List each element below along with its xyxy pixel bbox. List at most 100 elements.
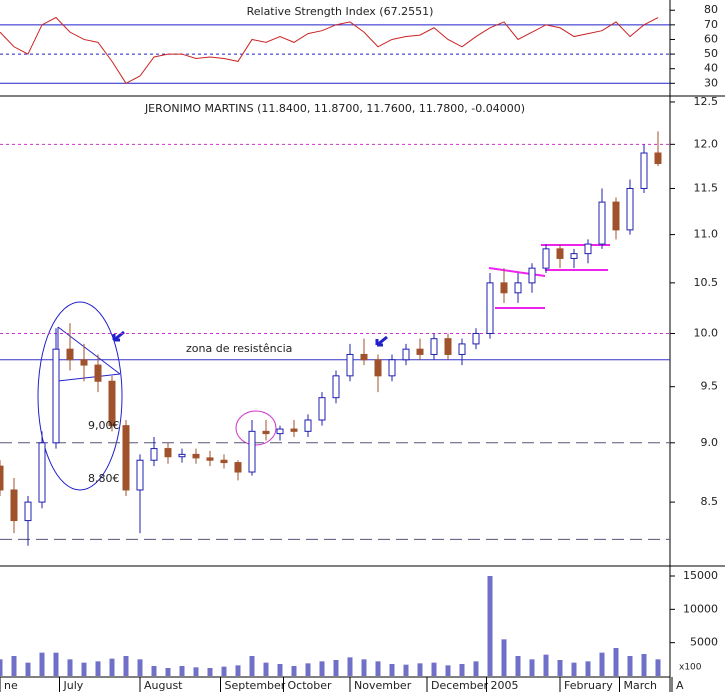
- volume-bar: [0, 659, 3, 676]
- x-tick-label: September: [225, 679, 286, 692]
- candle-body: [220, 459, 228, 464]
- chart-title: Relative Strength Index (67.2551): [247, 5, 434, 18]
- volume-bar: [249, 656, 255, 676]
- volume-bar: [613, 648, 619, 676]
- volume-bar: [137, 659, 143, 676]
- annotation: 8,80€: [88, 472, 120, 485]
- candle-body: [556, 248, 564, 259]
- volume-bar: [333, 660, 339, 676]
- annotation: zona de resistência: [186, 342, 292, 355]
- candle-body: [234, 462, 242, 473]
- volume-bar: [165, 668, 171, 676]
- candle-body: [346, 353, 354, 377]
- volume-bar: [501, 639, 507, 676]
- candle-body: [122, 425, 130, 491]
- volume-bar: [389, 664, 395, 676]
- x-tick-label: August: [144, 679, 183, 692]
- x-tick-label: A: [676, 679, 684, 692]
- volume-bar: [123, 656, 129, 676]
- candle-body: [0, 465, 4, 491]
- volume-bar: [403, 664, 409, 676]
- x-tick-label: December: [431, 679, 489, 692]
- y-tick-label: 15000: [683, 569, 718, 582]
- pattern-ellipse: [37, 301, 123, 491]
- candle-body: [430, 338, 438, 355]
- y-tick-label: 10000: [683, 602, 718, 615]
- candle-body: [248, 430, 256, 473]
- candle-body: [66, 348, 74, 361]
- volume-bar: [585, 661, 591, 676]
- candle-body: [388, 359, 396, 377]
- arrow: [375, 335, 388, 347]
- candle-body: [332, 375, 340, 399]
- candle-body: [178, 453, 186, 458]
- y-tick-label: 11.0: [694, 228, 719, 241]
- candle-body: [262, 430, 270, 435]
- volume-bar: [179, 666, 185, 676]
- volume-bar: [641, 654, 647, 676]
- volume-bar: [109, 658, 115, 676]
- flag-lines: [488, 244, 610, 309]
- y-tick-label: 80: [704, 3, 718, 16]
- x-tick-label: November: [354, 679, 412, 692]
- candle-body: [584, 243, 592, 255]
- y-tick-label: 12.5: [694, 95, 719, 108]
- volume-bar: [445, 665, 451, 676]
- annotation: 9,00€: [88, 419, 120, 432]
- volume-bar: [417, 663, 423, 676]
- volume-bar: [571, 662, 577, 676]
- candle-body: [164, 448, 172, 458]
- unit-label: x100: [679, 663, 702, 673]
- y-tick-label: 11.5: [694, 181, 719, 194]
- rsi-line: [0, 16, 659, 84]
- volume-bar: [361, 659, 367, 676]
- candle-body: [444, 338, 452, 355]
- candle-body: [304, 419, 312, 432]
- candle-body: [192, 453, 200, 459]
- candle-body: [570, 253, 578, 259]
- candle-body: [542, 248, 550, 269]
- x-tick-label: 2005: [491, 679, 519, 692]
- y-tick-label: 10.0: [694, 326, 719, 339]
- x-tick-label: July: [63, 679, 84, 692]
- volume-bar: [515, 656, 521, 676]
- candle-body: [486, 282, 494, 334]
- candle-body: [136, 459, 144, 491]
- volume-bar: [487, 576, 493, 676]
- candle-body: [80, 359, 88, 366]
- candle-body: [374, 359, 382, 377]
- volume-bar: [529, 659, 535, 676]
- y-tick-label: 8.5: [701, 495, 719, 508]
- volume-bar: [655, 659, 661, 676]
- volume-bar: [81, 662, 87, 676]
- volume-bar: [543, 654, 549, 676]
- candle-body: [290, 428, 298, 432]
- candle-body: [276, 428, 284, 435]
- candle-body: [626, 187, 634, 231]
- volume-bar: [277, 664, 283, 676]
- x-tick-label: March: [624, 679, 658, 692]
- candle-body: [150, 448, 158, 461]
- flag-line: [488, 267, 546, 277]
- volume-bar: [67, 659, 73, 676]
- volume-bar: [39, 652, 45, 676]
- y-tick-label: 40: [704, 62, 718, 75]
- volume-bar: [193, 667, 199, 676]
- candle-body: [38, 442, 46, 503]
- y-tick-label: 12.0: [694, 137, 719, 150]
- x-tick-label: October: [288, 679, 332, 692]
- candle-body: [108, 380, 116, 427]
- candle-body: [528, 267, 536, 284]
- candle-body: [206, 457, 214, 461]
- candle-body: [472, 332, 480, 345]
- candle-body: [360, 353, 368, 361]
- candle-body: [318, 397, 326, 421]
- volume-bar: [627, 656, 633, 676]
- volume-bar: [235, 665, 241, 676]
- candle-body: [612, 201, 620, 231]
- candle-body: [640, 152, 648, 189]
- y-tick-label: 5000: [690, 636, 718, 649]
- candle-body: [52, 348, 60, 444]
